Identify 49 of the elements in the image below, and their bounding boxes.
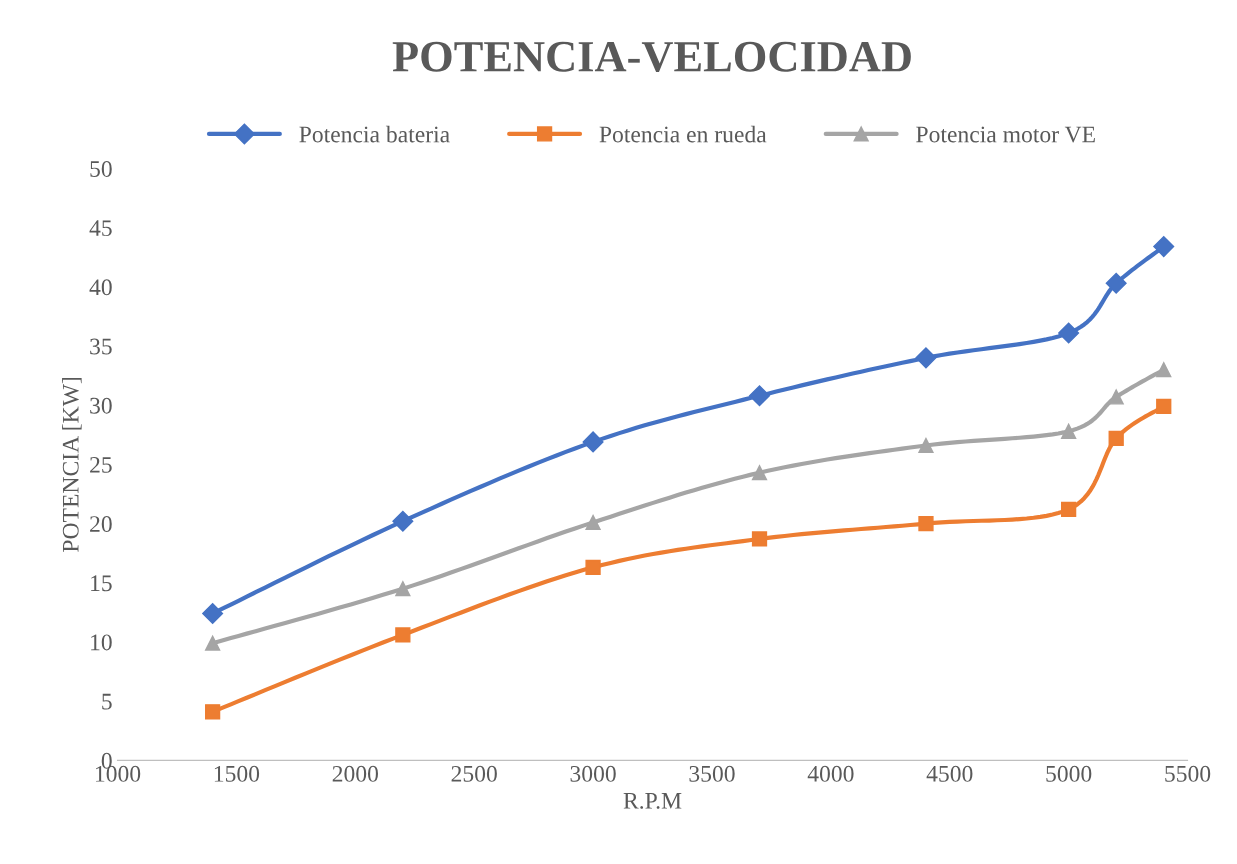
point xyxy=(1108,430,1124,446)
legend-label: Potencia bateria xyxy=(299,125,450,143)
point xyxy=(585,514,601,531)
point xyxy=(918,515,934,532)
point xyxy=(204,704,221,720)
point xyxy=(1108,389,1124,405)
point xyxy=(751,465,768,481)
point xyxy=(582,431,604,453)
y-tick-label: 50 xyxy=(90,160,112,177)
point xyxy=(585,559,601,576)
x-tick-label: 5000 xyxy=(1046,765,1092,782)
legend-label: Potencia motor VE xyxy=(916,126,1095,143)
point xyxy=(1153,236,1175,258)
point xyxy=(1060,423,1077,439)
x-tick-label: 2500 xyxy=(451,765,497,782)
y-tick-label: 30 xyxy=(90,397,112,414)
y-tick-label: 15 xyxy=(91,575,112,592)
y-tick-label: 5 xyxy=(102,693,112,710)
point xyxy=(395,581,411,597)
x-axis-title: R.P.M xyxy=(623,793,682,809)
point xyxy=(392,510,414,532)
x-tick-label: 3000 xyxy=(570,765,616,782)
x-tick-label: 5500 xyxy=(1165,765,1211,782)
y-tick-label: 20 xyxy=(90,516,112,533)
y-tick-label: 25 xyxy=(90,456,112,473)
x-tick-label: 2000 xyxy=(332,765,378,782)
point xyxy=(202,603,224,625)
point xyxy=(1060,501,1077,518)
y-axis-title: POTENCIA [KW] xyxy=(62,377,82,552)
chart-title: POTENCIA-VELOCIDAD xyxy=(392,41,911,72)
point xyxy=(1156,398,1172,415)
y-tick-label: 45 xyxy=(89,220,112,237)
y-tick-label: 10 xyxy=(91,634,112,651)
y-tick-label: 40 xyxy=(89,279,112,296)
legend-label: Potencia en rueda xyxy=(599,125,767,143)
y-tick-label: 35 xyxy=(90,338,112,355)
point xyxy=(751,531,768,547)
point xyxy=(749,385,771,407)
x-tick-label: 4000 xyxy=(807,765,854,782)
point xyxy=(1105,272,1127,294)
point xyxy=(915,347,937,369)
point xyxy=(1058,322,1080,344)
point xyxy=(204,635,221,651)
point xyxy=(918,437,934,454)
x-tick-label: 1500 xyxy=(214,765,260,782)
x-tick-label: 3500 xyxy=(689,765,735,782)
x-tick-label: 4500 xyxy=(926,765,973,782)
point xyxy=(1156,362,1172,378)
point xyxy=(395,627,411,643)
